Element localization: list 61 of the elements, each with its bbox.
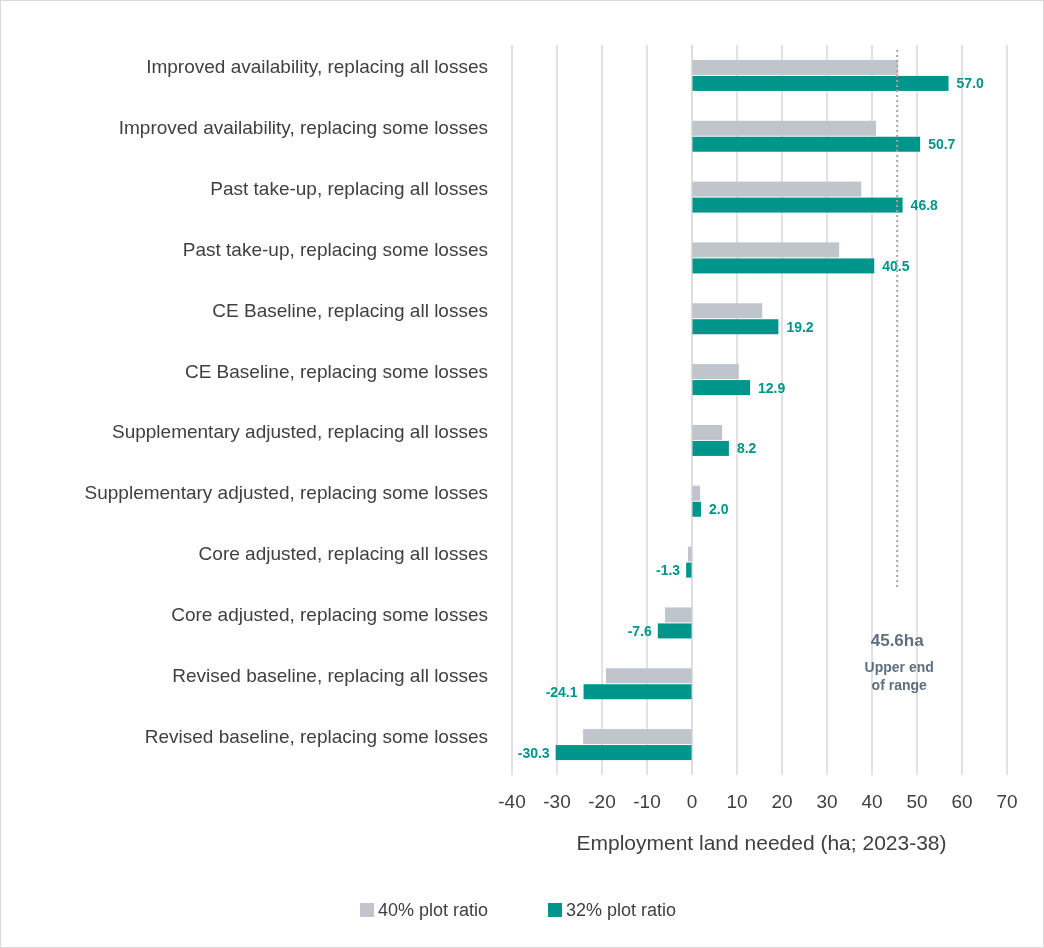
x-axis-title: Employment land needed (ha; 2023-38) [576,831,947,854]
annotation: Upper end of range [864,659,934,693]
x-tick-label: 30 [816,791,838,812]
bar [555,745,692,761]
x-tick-label: -40 [498,791,526,812]
y-tick-label: Revised baseline, replacing all losses [172,664,488,686]
bar [692,75,949,91]
data-label: 57.0 [956,75,984,92]
data-label: 40.5 [882,257,910,274]
data-label: -7.6 [627,622,653,639]
bar [692,380,751,396]
bar [692,303,763,319]
y-tick-label: Supplementary adjusted, replacing all losses [112,421,488,443]
bar [692,136,921,152]
x-tick-label: 0 [686,791,698,812]
x-tick-label: 10 [726,791,748,812]
data-label: 50.7 [928,136,956,153]
bar [692,258,875,274]
y-tick-label: Past take-up, replacing some losses [182,238,488,260]
y-tick-label: Revised baseline, replacing some losses [144,725,488,747]
data-label: -24.1 [545,683,578,700]
legend-label: 40% plot ratio [378,900,489,920]
x-tick-label: 50 [906,791,928,812]
data-label: 19.2 [786,318,814,335]
bar [692,319,779,335]
x-tick-label: 70 [996,791,1018,812]
data-label: 46.8 [910,197,939,214]
bar [606,668,692,684]
x-tick-label: 20 [771,791,793,812]
y-tick-label: Improved availability, replacing all losses [146,56,488,78]
bar [692,424,723,440]
y-tick-label: Past take-up, replacing all losses [210,178,488,200]
bar [692,59,899,75]
bar [665,607,692,623]
data-label: 12.9 [758,379,786,396]
y-tick-label: CE Baseline, replacing all losses [212,299,488,321]
data-label: 8.2 [736,440,757,457]
bar [583,729,692,745]
x-tick-label: -10 [633,791,661,812]
ref-line-label: 45.6ha [870,631,925,650]
bar [657,623,692,639]
bar [692,364,739,380]
y-tick-label: Core adjusted, replacing some losses [171,603,488,625]
bar [583,684,692,700]
data-label: 2.0 [709,501,729,518]
bar [692,242,840,258]
bar [692,197,903,213]
data-label: -1.3 [656,562,681,579]
bar [692,181,862,197]
bar [692,440,729,456]
x-tick-label: -30 [543,791,571,812]
data-label: -30.3 [517,744,550,761]
y-tick-label: Supplementary adjusted, replacing some losses [84,482,488,504]
y-tick-label: Core adjusted, replacing all losses [198,543,488,565]
y-tick-label: Improved availability, replacing some losses [118,117,488,139]
x-tick-label: -20 [588,791,616,812]
y-tick-label: CE Baseline, replacing some losses [184,360,488,382]
x-tick-label: 40 [861,791,883,812]
legend-label: 32% plot ratio [566,900,677,920]
x-tick-label: 60 [951,791,973,812]
bar [692,120,877,136]
